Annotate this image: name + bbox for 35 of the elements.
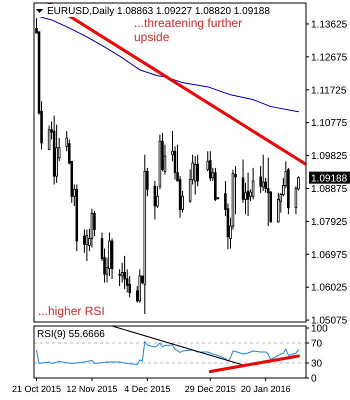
candlestick (123, 255, 126, 290)
annotation: 1.09188 (311, 174, 348, 185)
y-tick-label: 0 (311, 374, 317, 384)
candlestick (277, 192, 280, 224)
candlestick (194, 156, 196, 196)
line-series (36, 341, 299, 365)
candlestick (48, 125, 50, 151)
y-tick-label: 1.12675 (311, 52, 348, 64)
candlestick (246, 172, 250, 217)
y-tick-label: 1.07925 (311, 216, 348, 228)
y-tick-label: 1.11725 (311, 85, 347, 96)
y-tick-label: 1.09825 (311, 151, 348, 162)
x-tick-label: 21 Oct 2015 (12, 384, 62, 394)
candlestick (209, 150, 212, 182)
candlestick (266, 157, 270, 227)
y-tick-label: 1.10775 (311, 118, 348, 130)
y-tick-label: 1.06025 (311, 282, 348, 294)
candlestick (262, 154, 264, 192)
y-tick-label: 1.13625 (311, 19, 348, 30)
x-tick-label: 12 Nov 2015 (66, 384, 118, 394)
y-tick-label: 100 (311, 324, 328, 334)
candlestick (154, 180, 156, 220)
candlestick (252, 167, 254, 200)
y-tick-label: 70 (311, 338, 323, 350)
x-tick-label: 4 Dec 2015 (124, 384, 170, 394)
y-tick-label: 1.08875 (311, 184, 348, 195)
candlestick (86, 229, 88, 262)
y-tick-label: 30 (311, 358, 323, 370)
x-tick-label: 20 Jan 2016 (240, 384, 290, 394)
chart-title: EURUSD,Daily 1.08863 1.09227 1.08820 1.09188 (47, 6, 270, 17)
y-tick-label: 1.06975 (311, 250, 348, 261)
x-tick-label: 29 Dec 2015 (184, 384, 236, 394)
chart-title: RSI(9) 55.6666 (37, 329, 106, 340)
annotation: ...higher RSI (38, 304, 105, 318)
annotation: ...threatening further upside (134, 16, 242, 44)
